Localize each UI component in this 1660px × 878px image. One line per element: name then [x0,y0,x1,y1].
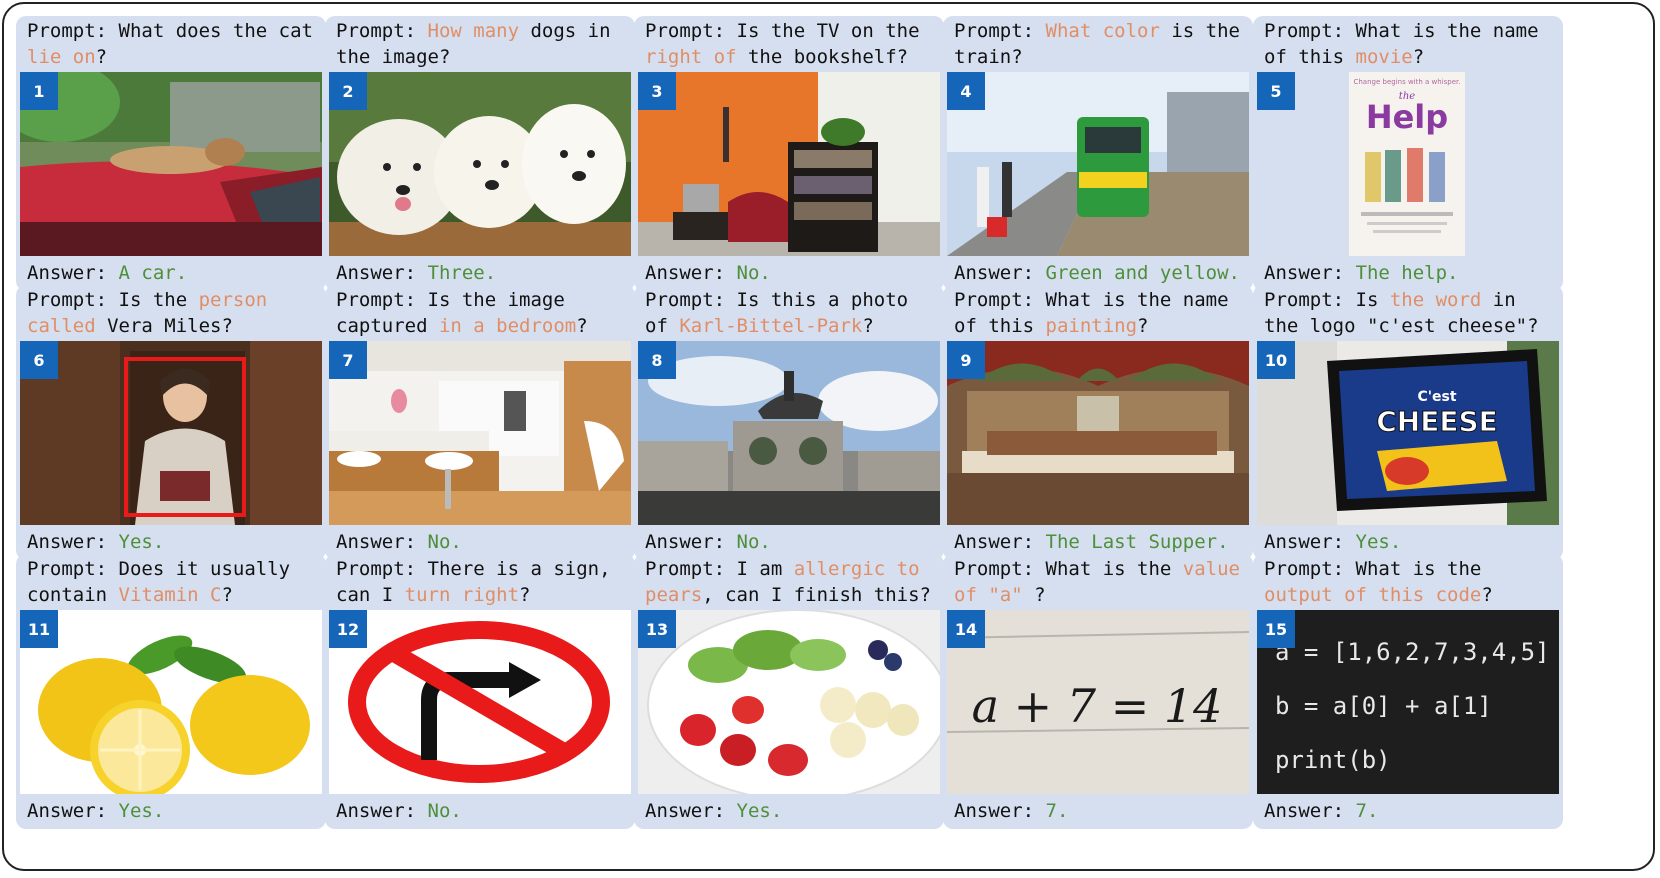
fruit-plate-photo [638,610,940,794]
vqa-card-1: Prompt: What does the cat lie on? 1 Answ… [16,16,326,291]
lemons-photo [20,610,322,794]
prompt-text: Prompt: What color is the train? [954,18,1250,70]
vqa-card-11: Prompt: Does it usually contain Vitamin … [16,554,326,829]
prompt-text: Prompt: Is this a photo of Karl-Bittel-P… [645,287,941,339]
example-number-badge: 9 [947,341,985,379]
vqa-card-2: Prompt: How many dogs in the image? 2 An… [325,16,635,291]
equestrian-statue-photo [638,341,940,525]
code-screenshot: a = [1,6,2,7,3,4,5] b = a[0] + a[1] prin… [1257,610,1559,794]
train-station-photo [947,72,1249,256]
answer-text: Answer: 7. [1264,798,1378,824]
prompt-text: Prompt: Is the word in the logo "c'est c… [1264,287,1560,339]
code-line-3: print(b) [1275,746,1391,774]
vqa-card-7: Prompt: Is the image captured in a bedro… [325,285,635,560]
prompt-text: Prompt: What does the cat lie on? [27,18,323,70]
example-number-badge: 7 [329,341,367,379]
example-number-badge: 10 [1257,341,1295,379]
vqa-card-5: Prompt: What is the name of this movie? … [1253,16,1563,291]
kitchen-photo [329,341,631,525]
sign-main-text: CHEESE [1376,405,1498,438]
poster-title: Help [1366,98,1448,136]
vqa-card-12: Prompt: There is a sign, can I turn righ… [325,554,635,829]
vqa-card-9: Prompt: What is the name of this paintin… [943,285,1253,560]
vqa-card-6: Prompt: Is the person called Vera Miles?… [16,285,326,560]
prompt-text: Prompt: What is the name of this movie? [1264,18,1560,70]
poster-tagline: Change begins with a whisper. [1353,78,1460,86]
example-number-badge: 3 [638,72,676,110]
example-number-badge: 12 [329,610,367,648]
prompt-text: Prompt: What is the output of this code? [1264,556,1560,608]
vqa-card-14: Prompt: What is the value of "a" ? a + 7… [943,554,1253,829]
example-number-badge: 5 [1257,72,1295,110]
prompt-text: Prompt: Is the TV on the right of the bo… [645,18,941,70]
sign-top-text: C'est [1417,389,1456,405]
answer-text: Answer: Three. [336,260,496,286]
example-number-badge: 15 [1257,610,1295,648]
living-room-photo [638,72,940,256]
vqa-card-10: Prompt: Is the word in the logo "c'est c… [1253,285,1563,560]
answer-text: Answer: No. [645,260,771,286]
prompt-text: Prompt: I am allergic to pears, can I fi… [645,556,941,608]
example-number-badge: 11 [20,610,58,648]
answer-text: Answer: Yes. [645,798,782,824]
puppies-photo [329,72,631,256]
answer-text: Answer: The Last Supper. [954,529,1229,555]
equation-text: a + 7 = 14 [972,679,1223,733]
answer-text: Answer: No. [645,529,771,555]
prompt-text: Prompt: Is the image captured in a bedro… [336,287,632,339]
vqa-card-15: Prompt: What is the output of this code?… [1253,554,1563,829]
answer-text: Answer: 7. [954,798,1068,824]
answer-text: Answer: No. [336,798,462,824]
example-number-badge: 13 [638,610,676,648]
movie-poster-photo: Change begins with a whisper. the Help [1257,72,1559,256]
code-line-2: b = a[0] + a[1] [1275,692,1492,720]
code-line-1: a = [1,6,2,7,3,4,5] [1275,638,1550,666]
example-number-badge: 6 [20,341,58,379]
example-number-badge: 1 [20,72,58,110]
answer-text: Answer: Green and yellow. [954,260,1240,286]
answer-text: Answer: Yes. [27,529,164,555]
example-number-badge: 8 [638,341,676,379]
cheese-sign-photo: C'est CHEESE [1257,341,1559,525]
answer-text: Answer: Yes. [1264,529,1401,555]
answer-text: Answer: A car. [27,260,187,286]
vqa-card-3: Prompt: Is the TV on the right of the bo… [634,16,944,291]
prompt-text: Prompt: Is the person called Vera Miles? [27,287,323,339]
prompt-text: Prompt: What is the value of "a" ? [954,556,1250,608]
vqa-card-13: Prompt: I am allergic to pears, can I fi… [634,554,944,829]
vqa-card-8: Prompt: Is this a photo of Karl-Bittel-P… [634,285,944,560]
example-number-badge: 14 [947,610,985,648]
example-number-badge: 4 [947,72,985,110]
example-number-badge: 2 [329,72,367,110]
prompt-text: Prompt: There is a sign, can I turn righ… [336,556,632,608]
prompt-text: Prompt: How many dogs in the image? [336,18,632,70]
answer-text: Answer: The help. [1264,260,1458,286]
no-right-turn-sign [329,610,631,794]
handwritten-equation-photo: a + 7 = 14 [947,610,1249,794]
prompt-text: Prompt: What is the name of this paintin… [954,287,1250,339]
prompt-text: Prompt: Does it usually contain Vitamin … [27,556,323,608]
vqa-card-4: Prompt: What color is the train? 4 Answe… [943,16,1253,291]
woman-portrait-photo [20,341,322,525]
last-supper-painting [947,341,1249,525]
cat-on-car-photo [20,72,322,256]
answer-text: Answer: Yes. [27,798,164,824]
answer-text: Answer: No. [336,529,462,555]
